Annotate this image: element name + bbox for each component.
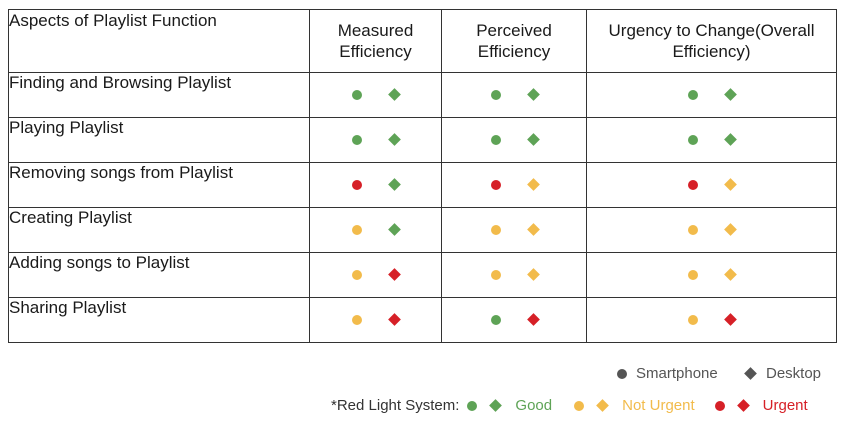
smartphone-not-urgent-circle-icon — [352, 224, 362, 235]
table-row: Adding songs to Playlist — [8, 252, 837, 298]
urgency-cell — [586, 252, 837, 298]
not-urgent-diamond-icon — [596, 399, 609, 412]
aspect-label: Adding songs to Playlist — [8, 252, 310, 298]
header-row: Aspects of Playlist Function Measured Ef… — [8, 9, 837, 73]
perceived-cell — [441, 72, 587, 118]
smartphone-good-circle-icon — [490, 89, 501, 100]
desktop-good-diamond-icon — [388, 223, 401, 236]
measured-cell — [309, 207, 442, 253]
efficiency-table: Aspects of Playlist Function Measured Ef… — [8, 9, 837, 343]
aspect-label: Sharing Playlist — [8, 297, 310, 343]
desktop-good-diamond-icon — [724, 88, 737, 101]
smartphone-good-circle-icon — [490, 134, 501, 145]
desktop-good-diamond-icon — [526, 133, 540, 146]
desktop-urgent-diamond-icon — [388, 268, 401, 281]
perceived-cell — [441, 207, 587, 253]
good-circle-icon — [467, 400, 478, 411]
measured-cell — [309, 117, 442, 163]
not-urgent-circle-icon — [574, 400, 585, 411]
header-measured: Measured Efficiency — [309, 9, 442, 73]
smartphone-good-circle-icon — [688, 134, 698, 145]
desktop-label: Desktop — [766, 365, 822, 382]
table-row: Creating Playlist — [8, 207, 837, 253]
smartphone-good-circle-icon — [352, 89, 362, 100]
desktop-urgent-diamond-icon — [526, 313, 540, 326]
smartphone-urgent-circle-icon — [688, 179, 698, 190]
smartphone-urgent-circle-icon — [352, 179, 362, 190]
measured-cell — [309, 72, 442, 118]
desktop-not-urgent-diamond-icon — [526, 178, 540, 191]
aspect-label: Finding and Browsing Playlist — [8, 72, 310, 118]
urgent-circle-icon — [714, 400, 725, 411]
smartphone-circle-icon — [617, 368, 627, 379]
desktop-good-diamond-icon — [526, 88, 540, 101]
smartphone-good-circle-icon — [352, 134, 362, 145]
header-perceived: Perceived Efficiency — [441, 9, 587, 73]
smartphone-not-urgent-circle-icon — [688, 224, 698, 235]
smartphone-not-urgent-circle-icon — [688, 269, 698, 280]
desktop-not-urgent-diamond-icon — [526, 223, 540, 236]
urgency-cell — [586, 207, 837, 253]
urgency-cell — [586, 72, 837, 118]
aspect-label: Creating Playlist — [8, 207, 310, 253]
urgency-cell — [586, 297, 837, 343]
table-row: Finding and Browsing Playlist — [8, 72, 837, 118]
header-aspects: Aspects of Playlist Function — [8, 9, 310, 73]
desktop-good-diamond-icon — [388, 88, 401, 101]
red-light-label: *Red Light System: — [331, 397, 460, 414]
urgent-label: Urgent — [762, 397, 808, 414]
measured-cell — [309, 162, 442, 208]
desktop-good-diamond-icon — [724, 133, 737, 146]
measured-cell — [309, 252, 442, 298]
desktop-urgent-diamond-icon — [724, 313, 737, 326]
urgent-diamond-icon — [736, 399, 750, 412]
device-legend-desktop: Desktop — [744, 365, 822, 382]
desktop-good-diamond-icon — [388, 133, 401, 146]
measured-cell — [309, 297, 442, 343]
table-row: Playing Playlist — [8, 117, 837, 163]
desktop-not-urgent-diamond-icon — [526, 268, 540, 281]
perceived-cell — [441, 117, 587, 163]
smartphone-not-urgent-circle-icon — [352, 269, 362, 280]
perceived-cell — [441, 162, 587, 208]
good-diamond-icon — [489, 399, 503, 412]
urgency-cell — [586, 117, 837, 163]
header-urgency: Urgency to Change(Overall Efficiency) — [586, 9, 837, 73]
perceived-cell — [441, 252, 587, 298]
desktop-not-urgent-diamond-icon — [724, 223, 737, 236]
smartphone-not-urgent-circle-icon — [352, 314, 362, 325]
smartphone-good-circle-icon — [688, 89, 698, 100]
perceived-cell — [441, 297, 587, 343]
smartphone-urgent-circle-icon — [490, 179, 501, 190]
good-label: Good — [515, 397, 553, 414]
device-legend-smartphone: Smartphone — [617, 365, 718, 382]
desktop-not-urgent-diamond-icon — [724, 178, 737, 191]
not-urgent-label: Not Urgent — [622, 397, 695, 414]
desktop-urgent-diamond-icon — [388, 313, 401, 326]
smartphone-good-circle-icon — [490, 314, 501, 325]
smartphone-not-urgent-circle-icon — [688, 314, 698, 325]
desktop-diamond-icon — [744, 367, 757, 380]
table-row: Sharing Playlist — [8, 297, 837, 343]
desktop-not-urgent-diamond-icon — [724, 268, 737, 281]
urgency-cell — [586, 162, 837, 208]
aspect-label: Removing songs from Playlist — [8, 162, 310, 208]
smartphone-not-urgent-circle-icon — [490, 269, 501, 280]
smartphone-not-urgent-circle-icon — [490, 224, 501, 235]
aspect-label: Playing Playlist — [8, 117, 310, 163]
smartphone-label: Smartphone — [636, 365, 718, 382]
desktop-good-diamond-icon — [388, 178, 401, 191]
red-light-legend: *Red Light System: Good Not Urgent Urgen… — [331, 397, 816, 414]
table-row: Removing songs from Playlist — [8, 162, 837, 208]
